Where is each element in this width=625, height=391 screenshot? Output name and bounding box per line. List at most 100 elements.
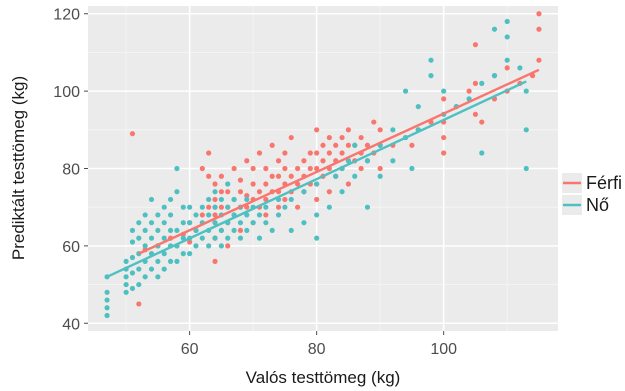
data-point-series-1 xyxy=(174,227,180,234)
data-point-series-1 xyxy=(180,251,186,257)
data-point-series-0 xyxy=(466,88,472,94)
data-point-series-1 xyxy=(231,227,237,234)
data-point-series-0 xyxy=(358,134,364,141)
data-point-series-0 xyxy=(441,96,447,102)
data-point-series-0 xyxy=(129,131,136,137)
data-point-series-1 xyxy=(314,212,320,218)
data-point-series-1 xyxy=(129,285,136,292)
data-point-series-1 xyxy=(161,251,167,257)
data-point-series-1 xyxy=(415,103,421,110)
y-tick-label: 100 xyxy=(53,84,80,101)
data-point-series-1 xyxy=(187,220,193,226)
data-point-series-1 xyxy=(180,220,186,226)
data-point-series-0 xyxy=(263,212,269,218)
data-point-series-1 xyxy=(314,235,320,241)
data-point-series-0 xyxy=(333,142,339,148)
data-point-series-1 xyxy=(244,196,250,203)
data-point-series-0 xyxy=(364,142,371,148)
data-point-series-1 xyxy=(129,254,136,261)
data-point-series-1 xyxy=(187,251,193,257)
data-point-series-1 xyxy=(206,196,212,203)
data-point-series-1 xyxy=(142,274,148,280)
data-point-series-1 xyxy=(364,204,371,210)
data-point-series-0 xyxy=(250,165,256,172)
data-point-series-0 xyxy=(244,192,250,199)
data-point-series-0 xyxy=(275,173,282,179)
x-tick-label: 60 xyxy=(181,341,199,358)
data-point-series-0 xyxy=(212,181,218,187)
legend-label: Férfi xyxy=(586,173,622,193)
data-point-series-1 xyxy=(155,274,161,280)
y-tick-label: 40 xyxy=(62,316,80,333)
data-point-series-1 xyxy=(504,57,510,63)
data-point-series-0 xyxy=(326,134,332,141)
data-point-series-1 xyxy=(352,173,358,179)
data-point-series-1 xyxy=(333,173,339,179)
data-point-series-1 xyxy=(504,18,510,25)
data-point-series-1 xyxy=(218,227,224,234)
data-point-series-0 xyxy=(206,173,212,179)
data-point-series-1 xyxy=(174,189,180,195)
data-point-series-1 xyxy=(136,281,142,288)
data-point-series-0 xyxy=(314,150,320,156)
data-point-series-1 xyxy=(409,165,415,172)
lines-layer xyxy=(106,68,540,278)
data-point-series-0 xyxy=(237,177,244,183)
data-point-series-1 xyxy=(187,204,193,210)
data-point-series-1 xyxy=(504,34,510,40)
data-point-series-1 xyxy=(282,204,288,210)
data-point-series-1 xyxy=(174,165,180,172)
data-point-series-1 xyxy=(288,196,294,203)
data-point-series-0 xyxy=(218,204,224,210)
data-point-series-1 xyxy=(104,297,110,303)
data-point-series-0 xyxy=(345,142,352,148)
data-point-series-0 xyxy=(263,196,269,203)
data-point-series-1 xyxy=(301,220,307,226)
data-point-series-1 xyxy=(136,220,142,226)
data-point-series-0 xyxy=(307,165,313,172)
data-point-series-0 xyxy=(409,142,415,148)
data-point-series-1 xyxy=(155,212,161,218)
data-point-series-0 xyxy=(275,158,282,164)
data-point-series-0 xyxy=(326,150,332,156)
data-point-series-0 xyxy=(269,142,275,148)
data-point-series-0 xyxy=(237,227,244,234)
data-point-series-1 xyxy=(193,243,199,249)
data-point-series-0 xyxy=(136,301,142,307)
data-point-series-0 xyxy=(441,150,447,156)
data-point-series-1 xyxy=(218,243,224,249)
data-point-series-0 xyxy=(294,165,301,172)
data-point-series-1 xyxy=(428,57,434,63)
data-point-series-1 xyxy=(199,235,205,241)
data-point-series-1 xyxy=(161,220,167,226)
data-point-series-0 xyxy=(212,258,218,264)
data-point-series-1 xyxy=(123,258,129,264)
data-point-series-1 xyxy=(136,266,142,272)
data-point-series-1 xyxy=(377,173,383,179)
data-point-series-0 xyxy=(504,65,510,71)
data-point-series-1 xyxy=(402,88,409,94)
data-point-series-0 xyxy=(199,165,205,172)
data-point-series-1 xyxy=(479,150,485,156)
data-point-series-0 xyxy=(320,142,326,148)
data-point-series-0 xyxy=(263,181,269,187)
data-point-series-0 xyxy=(250,181,256,187)
data-point-series-1 xyxy=(180,204,186,210)
data-point-series-1 xyxy=(288,227,294,234)
data-point-series-1 xyxy=(263,204,269,210)
data-point-series-0 xyxy=(479,119,485,125)
data-point-series-0 xyxy=(206,150,212,156)
data-point-series-1 xyxy=(231,196,237,203)
data-point-series-1 xyxy=(326,204,332,210)
data-point-series-1 xyxy=(123,289,129,295)
data-point-series-0 xyxy=(288,134,294,141)
y-tick-label: 80 xyxy=(62,162,80,179)
data-point-series-1 xyxy=(167,258,174,264)
data-point-series-0 xyxy=(345,181,352,187)
y-ticks: 40 60 80 100 120 xyxy=(53,7,88,333)
data-point-series-0 xyxy=(288,173,294,179)
data-point-series-1 xyxy=(167,227,174,234)
data-point-series-1 xyxy=(364,158,371,164)
data-point-series-1 xyxy=(390,127,396,133)
data-point-series-1 xyxy=(174,258,180,264)
